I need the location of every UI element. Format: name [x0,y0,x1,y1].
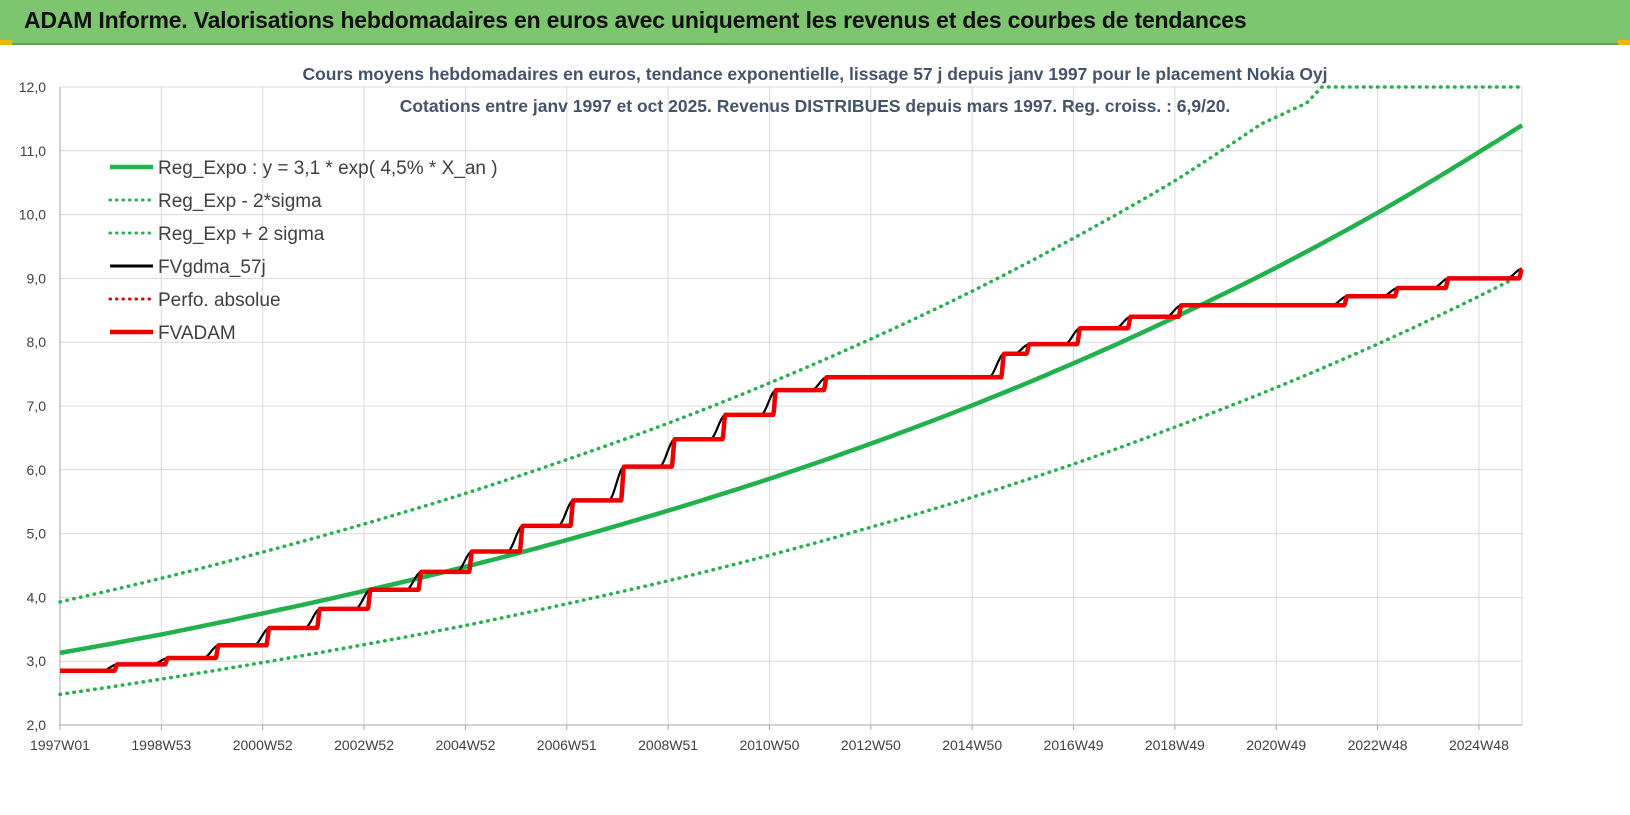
y-tick-label: 3,0 [27,653,47,669]
page-title: ADAM Informe. Valorisations hebdomadaire… [24,7,1247,33]
legend-label: FVgdma_57j [158,257,266,278]
legend-item: Perfo. absolue [108,290,281,311]
x-tick-label: 2012W50 [841,737,901,753]
legend: Reg_Expo : y = 3,1 * exp( 4,5% * X_an ) R… [108,158,498,344]
x-tick-label: 2006W51 [537,737,597,753]
legend-item: Reg_Exp - 2*sigma [108,191,322,212]
y-tick-label: 12,0 [19,79,46,95]
series-line-fvadam [60,266,1524,674]
legend-label: Reg_Expo : y = 3,1 * exp( 4,5% * X_an ) [158,158,498,179]
x-tick-label: 2010W50 [739,737,799,753]
x-tick-label: 2018W49 [1145,737,1205,753]
series-line-reg-expo [59,123,1524,656]
legend-label: FVADAM [158,323,236,344]
header-banner: ADAM Informe. Valorisations hebdomadaire… [0,0,1630,45]
legend-label: Reg_Exp - 2*sigma [158,191,322,212]
x-tick-label: 1997W01 [30,737,90,753]
x-tick-label: 1998W53 [131,737,191,753]
legend-item: FVgdma_57j [110,257,266,278]
x-tick-label: 2000W52 [233,737,293,753]
corner-mark-right [1618,40,1630,45]
legend-label: Perfo. absolue [158,290,281,311]
x-tick-label: 2020W49 [1246,737,1306,753]
y-tick-label: 9,0 [27,270,47,286]
y-tick-label: 11,0 [20,143,46,159]
chart-title-line2: Cotations entre janv 1997 et oct 2025. R… [400,96,1231,116]
y-tick-label: 10,0 [19,207,46,223]
y-tick-label: 7,0 [27,398,47,414]
y-tick-label: 4,0 [27,589,47,605]
legend-item: Reg_Exp + 2 sigma [108,224,325,245]
x-tick-label: 2002W52 [334,737,394,753]
x-tick-label: 2024W48 [1449,737,1509,753]
legend-item: Reg_Expo : y = 3,1 * exp( 4,5% * X_an ) [110,158,498,179]
x-tick-label: 2008W51 [638,737,698,753]
chart-title-line1: Cours moyens hebdomadaires en euros, ten… [302,64,1327,84]
corner-mark-left [0,40,12,45]
x-tick-label: 2014W50 [942,737,1002,753]
series-layer [58,85,1524,697]
chart: 2,0 3,0 4,0 5,0 6,0 7,0 8,0 9,0 10,0 11,0 12,0 1997… [19,64,1524,753]
series-line-reg-exp-plus-2sigma [58,85,1524,604]
legend-label: Reg_Exp + 2 sigma [158,224,325,245]
axes: 2,0 3,0 4,0 5,0 6,0 7,0 8,0 9,0 10,0 11,0 12,0 1997… [19,79,1522,753]
x-tick-label: 2004W52 [435,737,495,753]
series-line-reg-exp-minus-2sigma [58,272,1524,697]
y-tick-label: 8,0 [27,334,47,350]
y-tick-label: 6,0 [27,462,47,478]
x-tick-label: 2022W48 [1348,737,1408,753]
y-tick-label: 5,0 [27,526,47,542]
y-tick-label: 2,0 [27,717,47,733]
legend-item: FVADAM [110,323,236,344]
x-tick-label: 2016W49 [1044,737,1104,753]
